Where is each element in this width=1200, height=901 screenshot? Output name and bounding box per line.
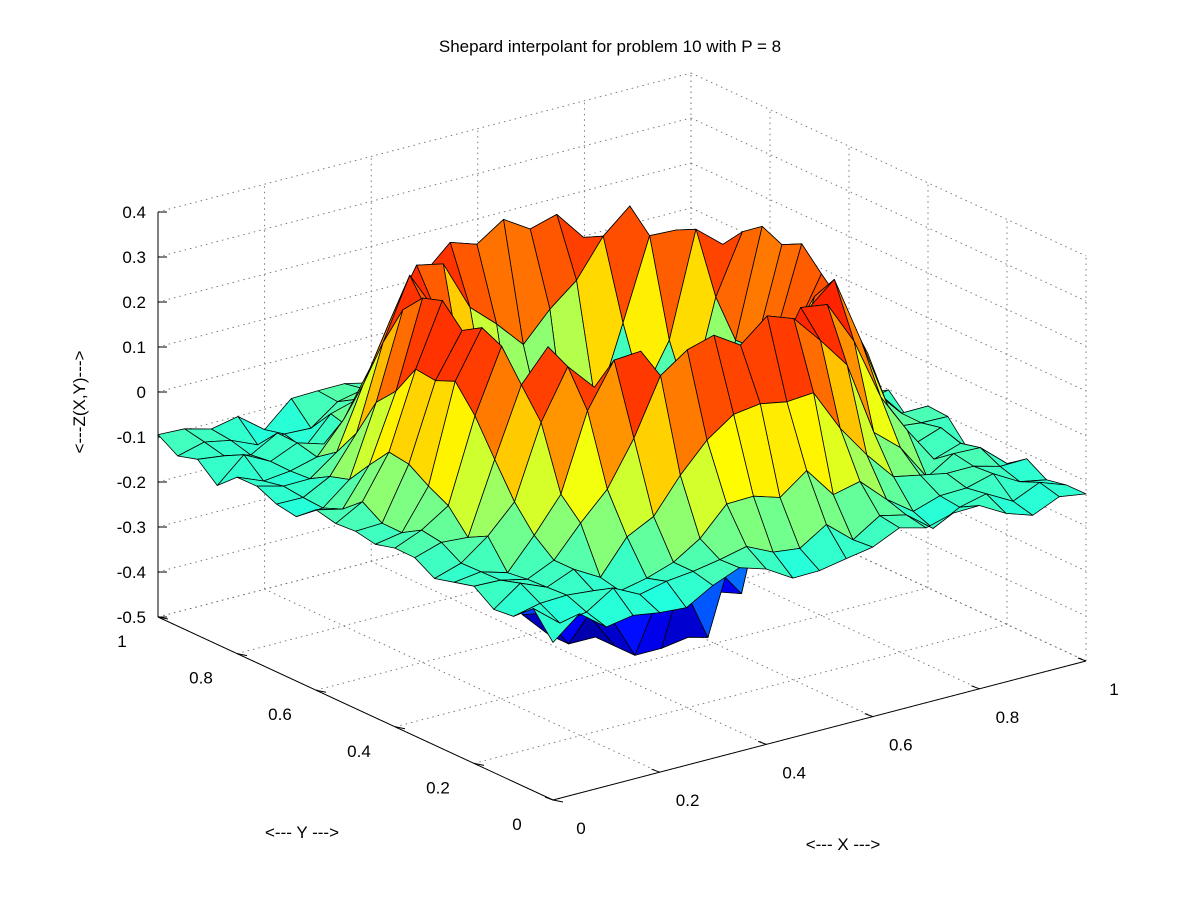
- tick-labels: 0 0.2 0.4 0.6 0.8 1 0 0.2 0.4 0.6 0.8 1 -0.5 -0.4 -0.3…: [117, 203, 1119, 838]
- x-tick-mark: [651, 768, 660, 773]
- z-grid-line: [690, 72, 1087, 257]
- z-tick-label: 0.2: [122, 293, 146, 312]
- x-tick-mark: [758, 740, 767, 745]
- x-grid-line: [584, 505, 980, 690]
- x-tick-label: 0.4: [782, 763, 806, 782]
- x-tick-mark: [1077, 657, 1087, 662]
- z-grid-line: [157, 117, 692, 258]
- z-grid-line: [690, 162, 1087, 347]
- z-tick-label: 0.4: [122, 203, 146, 222]
- y-tick-label: 1: [117, 632, 126, 651]
- y-axis-line: [157, 616, 554, 801]
- y-tick-label: 0.6: [268, 705, 292, 724]
- z-tick-label: 0.3: [122, 248, 146, 267]
- y-tick-mark: [315, 689, 327, 693]
- x-grid-line: [477, 533, 873, 718]
- y-axis-label: <--- Y --->: [265, 823, 339, 842]
- z-tick-label: 0.1: [122, 338, 146, 357]
- z-grid-line: [690, 117, 1087, 302]
- z-grid-line: [157, 72, 692, 213]
- y-grid-line: [394, 587, 929, 728]
- z-tick-label: -0.2: [117, 473, 146, 492]
- y-tick-label: 0.2: [426, 778, 450, 797]
- y-tick-mark: [236, 653, 248, 657]
- x-grid-line: [690, 477, 1087, 662]
- y-tick-mark: [552, 799, 564, 803]
- y-tick-mark: [473, 762, 485, 766]
- z-tick-label: -0.3: [117, 518, 146, 537]
- y-tick-label: 0: [512, 815, 521, 834]
- y-tick-label: 0.4: [347, 742, 371, 761]
- x-tick-mark: [864, 713, 873, 718]
- x-tick-label: 0: [576, 819, 585, 838]
- x-tick-mark: [971, 685, 980, 690]
- x-tick-label: 0.8: [996, 708, 1020, 727]
- x-tick-label: 0.6: [889, 736, 913, 755]
- z-tick-label: -0.4: [117, 563, 146, 582]
- x-grid-line: [371, 560, 767, 745]
- y-tick-mark: [394, 726, 406, 730]
- y-tick-label: 0.8: [189, 669, 213, 688]
- surface-mesh: [157, 205, 1087, 656]
- x-grid-line: [264, 588, 660, 773]
- surface-facet: [532, 608, 580, 643]
- x-tick-label: 0.2: [676, 791, 700, 810]
- z-axis-label: <---Z(X,Y)--->: [70, 350, 89, 453]
- x-tick-label: 1: [1109, 680, 1118, 699]
- z-grid-line: [157, 162, 692, 303]
- chart-axes: [157, 211, 1087, 803]
- x-axis-line: [552, 660, 1087, 801]
- z-tick-label: -0.5: [117, 608, 146, 627]
- z-tick-label: -0.1: [117, 428, 146, 447]
- x-axis-label: <--- X --->: [806, 835, 881, 854]
- z-tick-label: 0: [137, 383, 146, 402]
- y-grid-line: [473, 623, 1008, 764]
- x-tick-mark: [544, 796, 554, 801]
- chart-title: Shepard interpolant for problem 10 with …: [439, 37, 781, 56]
